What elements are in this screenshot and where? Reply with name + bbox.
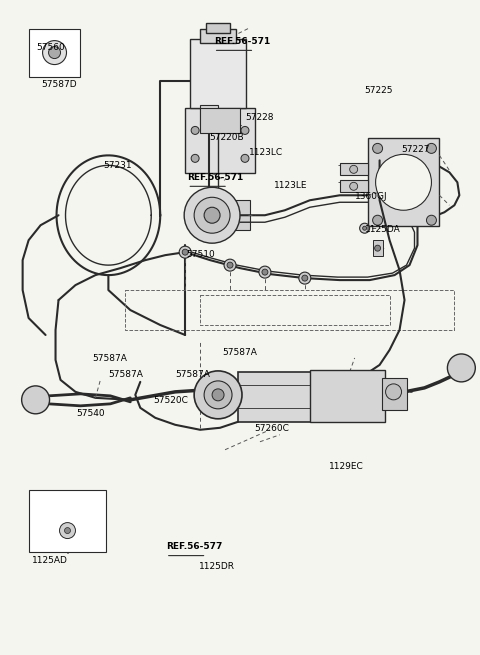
Text: 57560: 57560: [36, 43, 65, 52]
Circle shape: [241, 155, 249, 162]
Text: 57540: 57540: [76, 409, 105, 419]
Text: 1125AD: 1125AD: [32, 556, 68, 565]
Circle shape: [204, 381, 232, 409]
Circle shape: [48, 47, 60, 58]
Bar: [234, 200, 250, 230]
Circle shape: [64, 527, 71, 534]
Circle shape: [227, 262, 233, 268]
Text: 57520C: 57520C: [153, 396, 188, 405]
Circle shape: [350, 182, 358, 191]
Text: 57510: 57510: [186, 250, 215, 259]
Circle shape: [22, 386, 49, 414]
Bar: [340, 180, 368, 193]
Circle shape: [360, 223, 370, 233]
Text: 1129EC: 1129EC: [328, 462, 363, 470]
Circle shape: [184, 187, 240, 243]
Circle shape: [302, 275, 308, 281]
Bar: [206, 23, 230, 33]
Circle shape: [224, 259, 236, 271]
Circle shape: [259, 266, 271, 278]
Bar: [29, 490, 107, 552]
Text: 57260C: 57260C: [254, 424, 289, 434]
Circle shape: [350, 165, 358, 174]
Bar: [372, 240, 383, 256]
Bar: [200, 29, 236, 43]
Text: REF.56-571: REF.56-571: [214, 37, 270, 46]
Text: 1123LE: 1123LE: [274, 181, 307, 189]
Text: 57220B: 57220B: [209, 134, 243, 142]
Bar: [190, 39, 246, 109]
Circle shape: [60, 523, 75, 538]
Text: 57587A: 57587A: [222, 348, 257, 357]
Bar: [238, 372, 378, 422]
Bar: [368, 138, 439, 226]
Circle shape: [385, 384, 402, 400]
Text: REF.56-571: REF.56-571: [187, 173, 244, 181]
Bar: [185, 109, 255, 174]
Circle shape: [447, 354, 475, 382]
Bar: [200, 109, 240, 134]
Bar: [340, 163, 368, 176]
Text: REF.56-577: REF.56-577: [166, 542, 222, 551]
Circle shape: [299, 272, 311, 284]
Text: 57587A: 57587A: [108, 370, 143, 379]
Circle shape: [372, 215, 383, 225]
Text: 1125DR: 1125DR: [199, 561, 235, 571]
Bar: [310, 370, 384, 422]
Circle shape: [374, 245, 381, 251]
Circle shape: [204, 207, 220, 223]
Circle shape: [212, 389, 224, 401]
Bar: [190, 200, 206, 230]
Circle shape: [363, 226, 367, 230]
Text: 1360GJ: 1360GJ: [355, 193, 387, 201]
Text: 57587D: 57587D: [41, 80, 77, 89]
Text: 57228: 57228: [245, 113, 273, 122]
Text: 57227: 57227: [402, 145, 430, 154]
Circle shape: [426, 215, 436, 225]
Text: 1125DA: 1125DA: [365, 225, 401, 234]
Circle shape: [43, 41, 67, 65]
Circle shape: [182, 249, 188, 255]
Circle shape: [262, 269, 268, 275]
Text: 1123LC: 1123LC: [249, 148, 283, 157]
Text: 57225: 57225: [364, 86, 393, 96]
Bar: [29, 29, 81, 77]
Text: 57587A: 57587A: [93, 354, 128, 363]
Circle shape: [194, 371, 242, 419]
Circle shape: [194, 197, 230, 233]
Circle shape: [372, 143, 383, 153]
Circle shape: [376, 155, 432, 210]
Circle shape: [191, 126, 199, 134]
Circle shape: [426, 143, 436, 153]
Bar: [382, 378, 407, 410]
Circle shape: [191, 155, 199, 162]
Circle shape: [179, 246, 191, 258]
Text: 57587A: 57587A: [175, 370, 210, 379]
Circle shape: [241, 126, 249, 134]
Bar: [200, 105, 218, 125]
Text: 57231: 57231: [104, 161, 132, 170]
